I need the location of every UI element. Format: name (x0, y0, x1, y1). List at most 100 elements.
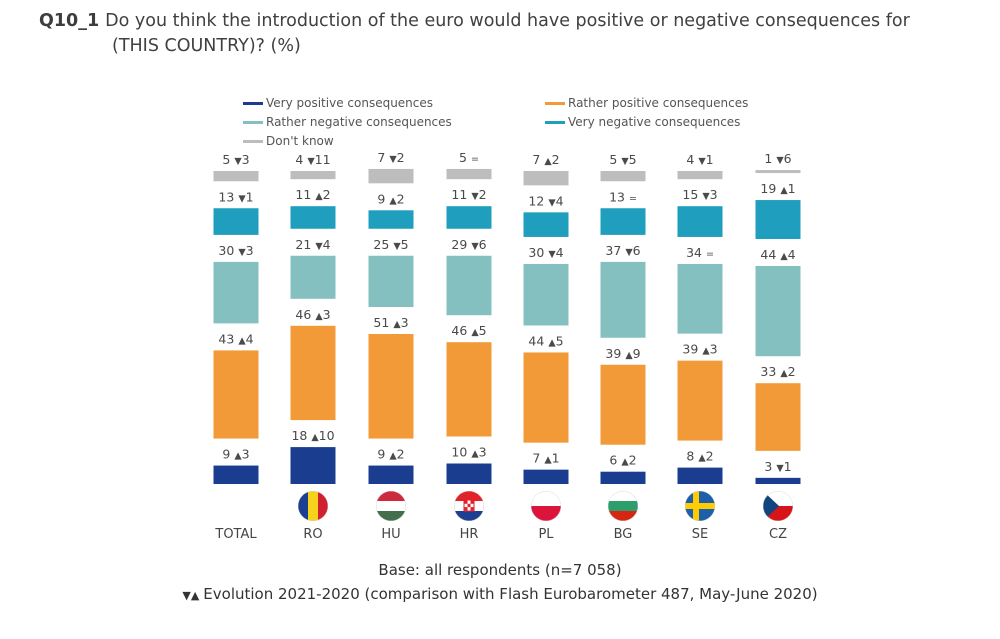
flag-cz-icon (763, 491, 793, 521)
data-label-don-t-know-cz: 1 ▼6 (764, 151, 791, 166)
bar-very-positive-consequences-total (213, 465, 259, 484)
question-text-line1: Do you think the introduction of the eur… (105, 11, 910, 31)
category-label-bg: BG (614, 527, 633, 542)
data-label-very-positive-consequences-se: 8 ▲2 (686, 449, 713, 464)
bar-very-positive-consequences-bg (600, 471, 646, 484)
legend-swatch (243, 102, 263, 105)
flag-pl-icon (531, 491, 561, 521)
data-label-very-negative-consequences-pl: 12 ▼4 (528, 193, 563, 208)
data-label-don-t-know-se: 4 ▼1 (686, 152, 713, 167)
category-label-hr: HR (460, 527, 479, 542)
flag-se-icon (685, 491, 715, 521)
data-label-rather-positive-consequences-bg: 39 ▲9 (605, 346, 640, 361)
flag-hr-icon (454, 491, 484, 521)
data-label-don-t-know-total: 5 ▼3 (222, 152, 249, 167)
data-label-very-negative-consequences-ro: 11 ▲2 (295, 187, 330, 202)
bar-rather-negative-consequences-hr (446, 255, 492, 316)
bar-don-t-know-cz (755, 170, 801, 174)
base-note: Base: all respondents (n=7 058) (378, 561, 622, 579)
legend-item-very-negative: Very negative consequences (545, 115, 740, 129)
bar-very-negative-consequences-cz (755, 200, 801, 239)
category-label-hu: HU (381, 527, 400, 542)
bar-rather-positive-consequences-hu (368, 334, 414, 439)
bar-don-t-know-total (213, 171, 259, 182)
data-label-very-negative-consequences-bg: 13 = (609, 189, 637, 204)
bar-rather-negative-consequences-se (677, 263, 723, 334)
bar-stack-total: 9 ▲3 43 ▲4 30 ▼3 13 ▼1 5 ▼3 (213, 152, 259, 484)
data-label-rather-positive-consequences-ro: 46 ▲3 (295, 307, 330, 322)
data-label-very-negative-consequences-hr: 11 ▼2 (451, 187, 486, 202)
data-label-rather-negative-consequences-cz: 44 ▲4 (760, 247, 795, 262)
bar-rather-negative-consequences-cz (755, 266, 801, 357)
question-id: Q10_1 (39, 11, 100, 31)
data-label-don-t-know-ro: 4 ▼11 (295, 152, 330, 167)
data-label-very-negative-consequences-se: 15 ▼3 (682, 187, 717, 202)
data-label-very-positive-consequences-cz: 3 ▼1 (764, 459, 791, 474)
data-label-very-positive-consequences-hr: 10 ▲3 (451, 445, 486, 460)
bar-rather-positive-consequences-pl (523, 352, 569, 443)
legend-label: Rather negative consequences (266, 115, 452, 129)
bar-rather-negative-consequences-bg (600, 261, 646, 338)
legend-label: Very positive consequences (266, 96, 434, 110)
legend-swatch (243, 121, 263, 124)
bar-rather-negative-consequences-total (213, 261, 259, 324)
question-header: Q10_1 Do you think the introduction of th… (39, 9, 979, 59)
legend-item-dont-know: Don't know (243, 134, 334, 148)
bar-stack-pl: 7 ▲1 44 ▲5 30 ▼4 12 ▼4 7 ▲2 (523, 152, 569, 484)
data-label-rather-positive-consequences-hr: 46 ▲5 (451, 323, 486, 338)
bar-stack-hu: 9 ▲2 51 ▲3 25 ▼5 9 ▲2 7 ▼2 (368, 150, 414, 484)
bar-stack-ro: 18 ▲10 46 ▲3 21 ▼4 11 ▲2 4 ▼11 (290, 152, 336, 484)
bar-rather-negative-consequences-hu (368, 255, 414, 307)
legend-swatch (545, 102, 565, 105)
bar-very-positive-consequences-cz (755, 477, 801, 484)
bar-very-positive-consequences-hu (368, 465, 414, 484)
data-label-very-positive-consequences-pl: 7 ▲1 (532, 451, 559, 466)
flag-bg-icon (608, 491, 638, 521)
data-label-don-t-know-pl: 7 ▲2 (532, 152, 559, 167)
bar-stack-cz: 3 ▼1 33 ▲2 44 ▲4 19 ▲1 1 ▼6 (755, 151, 801, 484)
bar-very-positive-consequences-pl (523, 469, 569, 484)
flag-hu-icon (376, 491, 406, 521)
evolution-note: ▼▲ Evolution 2021-2020 (comparison with F… (0, 585, 1000, 603)
legend-label: Don't know (266, 134, 334, 148)
bar-very-positive-consequences-hr (446, 463, 492, 484)
bar-rather-positive-consequences-cz (755, 383, 801, 451)
bar-very-negative-consequences-hr (446, 206, 492, 229)
flag-ro-icon (298, 491, 328, 521)
legend-item-very-positive: Very positive consequences (243, 96, 433, 110)
bar-very-positive-consequences-ro (290, 447, 336, 484)
data-label-very-positive-consequences-bg: 6 ▲2 (609, 453, 636, 468)
legend-swatch (243, 140, 263, 143)
data-label-rather-positive-consequences-total: 43 ▲4 (218, 331, 253, 346)
legend-swatch (545, 121, 565, 124)
data-label-rather-positive-consequences-se: 39 ▲3 (682, 342, 717, 357)
bar-don-t-know-ro (290, 171, 336, 180)
data-label-very-negative-consequences-hu: 9 ▲2 (377, 191, 404, 206)
bar-rather-positive-consequences-total (213, 350, 259, 439)
data-label-rather-negative-consequences-ro: 21 ▼4 (295, 237, 330, 252)
data-label-rather-negative-consequences-se: 34 = (686, 245, 714, 260)
bar-very-negative-consequences-total (213, 208, 259, 235)
category-label-ro: RO (303, 527, 322, 542)
data-label-rather-negative-consequences-pl: 30 ▼4 (528, 245, 563, 260)
data-label-rather-negative-consequences-bg: 37 ▼6 (605, 243, 640, 258)
data-label-very-positive-consequences-hu: 9 ▲2 (377, 447, 404, 462)
bar-rather-positive-consequences-ro (290, 325, 336, 421)
category-label-total: TOTAL (214, 527, 257, 542)
evolution-symbols: ▼▲ (182, 589, 200, 602)
data-label-don-t-know-bg: 5 ▼5 (609, 152, 636, 167)
bar-very-positive-consequences-se (677, 467, 723, 484)
data-label-rather-negative-consequences-total: 30 ▼3 (218, 243, 253, 258)
bar-rather-positive-consequences-se (677, 360, 723, 441)
data-label-rather-negative-consequences-hu: 25 ▼5 (373, 237, 408, 252)
data-label-rather-positive-consequences-cz: 33 ▲2 (760, 364, 795, 379)
bar-don-t-know-hu (368, 168, 414, 184)
data-label-very-positive-consequences-total: 9 ▲3 (222, 447, 249, 462)
data-label-don-t-know-hr: 5 = (459, 150, 479, 165)
legend-label: Very negative consequences (568, 115, 741, 129)
bar-stack-hr: 10 ▲3 46 ▲5 29 ▼6 11 ▼2 5 = (446, 150, 492, 484)
data-label-rather-positive-consequences-pl: 44 ▲5 (528, 333, 563, 348)
bar-very-negative-consequences-pl (523, 212, 569, 237)
category-label-se: SE (692, 527, 708, 542)
